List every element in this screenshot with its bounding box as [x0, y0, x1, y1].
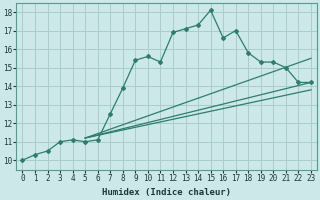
X-axis label: Humidex (Indice chaleur): Humidex (Indice chaleur) [102, 188, 231, 197]
